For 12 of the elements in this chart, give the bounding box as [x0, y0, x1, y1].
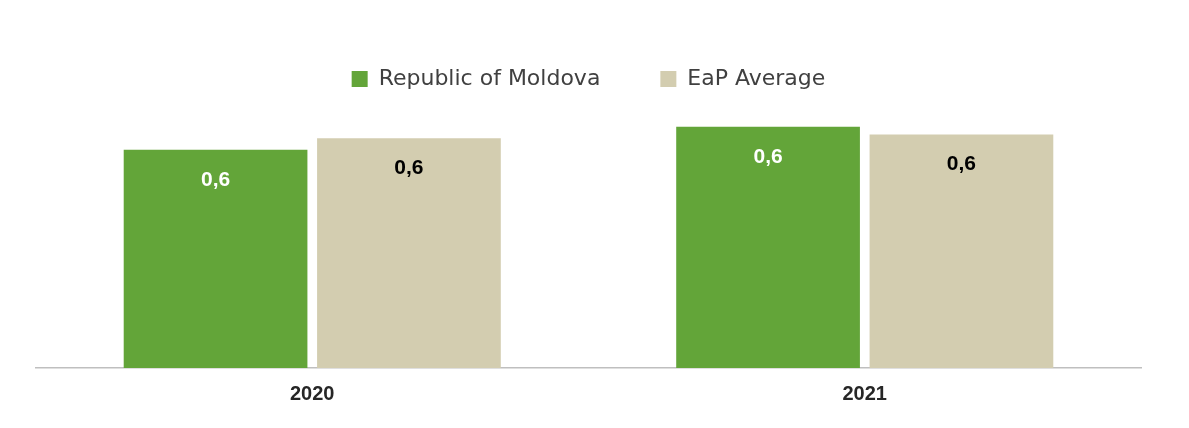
- bar: [869, 134, 1054, 368]
- x-tick-label: 2021: [842, 381, 887, 404]
- legend-label: EaP Average: [687, 64, 826, 90]
- data-label: 0,6: [753, 143, 783, 167]
- data-label: 0,6: [946, 151, 977, 175]
- bar: [123, 149, 308, 368]
- data-label: 0,6: [200, 166, 231, 190]
- x-tick-label: 2020: [290, 381, 335, 404]
- data-label: 0,6: [394, 155, 424, 179]
- bar: [676, 126, 860, 368]
- bar: [317, 138, 501, 368]
- legend-label: Republic of Moldova: [378, 64, 601, 90]
